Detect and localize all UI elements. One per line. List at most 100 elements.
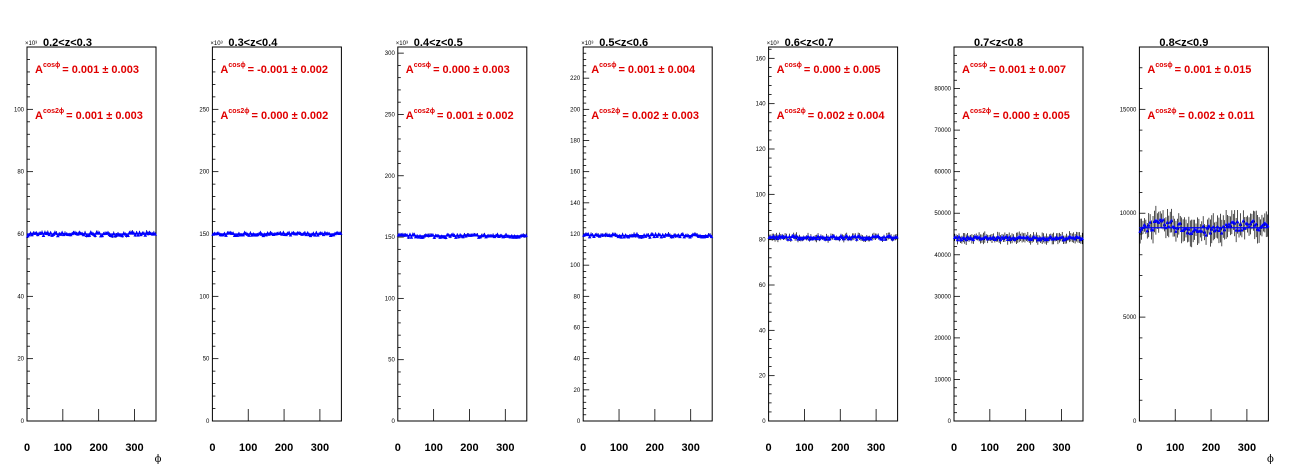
data-point: [789, 237, 793, 241]
data-point: [1225, 224, 1230, 228]
y-tick-label: 80: [574, 294, 581, 300]
y-tick-label: 20: [17, 357, 24, 363]
data-point: [650, 232, 655, 236]
x-tick-label: 300: [1052, 442, 1070, 454]
data-point: [412, 232, 417, 236]
y-tick-label: 40: [574, 357, 581, 363]
data-point: [438, 235, 442, 239]
data-point: [1174, 229, 1178, 233]
data-point: [964, 237, 968, 242]
x-tick-label: 200: [89, 442, 107, 454]
data-point: [776, 236, 780, 240]
x-axis-label: ϕ: [155, 454, 162, 465]
y-tick-label: 0: [1133, 419, 1137, 425]
x-tick-label: 100: [239, 442, 257, 454]
y-tick-label: 5000: [1123, 315, 1137, 321]
panel-4: 0 20 40 60 80 100 120 140 160 180 200 220 0 100 200 300…: [570, 37, 714, 454]
y-tick-label: 40000: [934, 253, 951, 259]
x-tick-label: 200: [646, 442, 664, 454]
panel-2: 0 50 100 150 200 250 0 100 200 300 ×10³ 0.3<z<0.4 Ac…: [199, 37, 343, 454]
x-tick-label: 200: [275, 442, 293, 454]
x-tick-label: 0: [24, 442, 30, 454]
y-tick-label: 120: [756, 147, 767, 153]
data-point: [1048, 234, 1053, 239]
data-point: [1161, 217, 1165, 222]
data-point: [659, 234, 664, 239]
data-series: [1138, 205, 1270, 248]
data-point: [653, 232, 658, 236]
x-tick-label: 0: [1136, 442, 1142, 454]
data-point: [1004, 234, 1009, 239]
data-point: [511, 235, 515, 239]
data-point: [1202, 230, 1207, 234]
data-point: [1207, 223, 1211, 228]
data-point: [957, 234, 961, 239]
data-point: [247, 233, 251, 237]
y-tick-label: 100: [385, 296, 396, 302]
data-point: [1169, 218, 1174, 223]
data-point: [832, 233, 836, 238]
panel-title: 0.8<z<0.9: [1159, 37, 1208, 49]
x-tick-label: 100: [1166, 442, 1184, 454]
y-tick-label: 150: [385, 235, 396, 241]
data-series: [396, 232, 528, 240]
data-point: [817, 236, 822, 241]
data-point: [587, 234, 592, 239]
panel-title: 0.2<z<0.3: [43, 37, 92, 49]
data-point: [955, 237, 960, 242]
data-point: [1220, 231, 1224, 235]
data-point: [678, 234, 682, 239]
y-tick-label: 80: [17, 170, 24, 176]
data-point: [1240, 227, 1244, 232]
x-tick-label: 100: [54, 442, 72, 454]
y-tick-label: 40: [17, 294, 24, 300]
data-point: [1235, 219, 1240, 224]
y-tick-label: 160: [570, 170, 581, 176]
data-point: [1238, 222, 1243, 226]
data-point: [432, 235, 437, 239]
data-point: [126, 233, 130, 237]
data-point: [409, 235, 414, 239]
data-series: [582, 232, 714, 240]
y-tick-label: 0: [577, 419, 581, 425]
y-multiplier: ×10³: [25, 41, 37, 47]
y-tick-label: 80000: [934, 87, 951, 93]
y-tick-label: 20000: [934, 336, 951, 342]
y-tick-label: 100: [14, 107, 25, 113]
data-point: [1214, 227, 1218, 232]
data-point: [648, 235, 652, 239]
data-point: [50, 233, 54, 237]
x-tick-label: 300: [682, 442, 700, 454]
data-point: [1187, 227, 1191, 231]
data-point: [876, 233, 881, 238]
data-point: [1227, 221, 1231, 226]
data-point: [800, 236, 805, 241]
y-multiplier: ×10³: [581, 41, 593, 47]
data-point: [869, 236, 873, 241]
asymmetry-annotation: Acos2ϕ = 0.001 ± 0.003: [35, 108, 143, 122]
data-point: [1079, 237, 1083, 242]
y-tick-label: 140: [570, 201, 581, 207]
data-point: [1232, 221, 1237, 225]
panel-title: 0.4<z<0.5: [414, 37, 463, 49]
y-tick-label: 50: [388, 358, 395, 364]
data-point: [1217, 228, 1221, 233]
data-point: [106, 230, 110, 235]
data-point: [1224, 222, 1228, 227]
data-point: [1185, 230, 1190, 235]
x-tick-label: 200: [831, 442, 849, 454]
data-point: [1212, 228, 1217, 233]
data-point: [849, 236, 853, 241]
asymmetry-annotation: Acos2ϕ = 0.001 ± 0.002: [406, 108, 514, 122]
y-tick-label: 300: [385, 51, 396, 57]
data-point: [1005, 237, 1010, 241]
y-tick-label: 200: [385, 174, 396, 180]
data-point: [839, 233, 843, 238]
asymmetry-annotation: Acosϕ = 0.000 ± 0.005: [777, 62, 881, 76]
data-point: [517, 235, 521, 239]
y-tick-label: 40: [759, 328, 766, 334]
panel-7: 0 5000 10000 15000 0 100 200 300 ϕ 0.8<z<0.9 Acosϕ…: [1120, 37, 1274, 465]
data-point: [120, 233, 125, 238]
data-point: [681, 232, 685, 236]
y-tick-label: 0: [206, 419, 210, 425]
